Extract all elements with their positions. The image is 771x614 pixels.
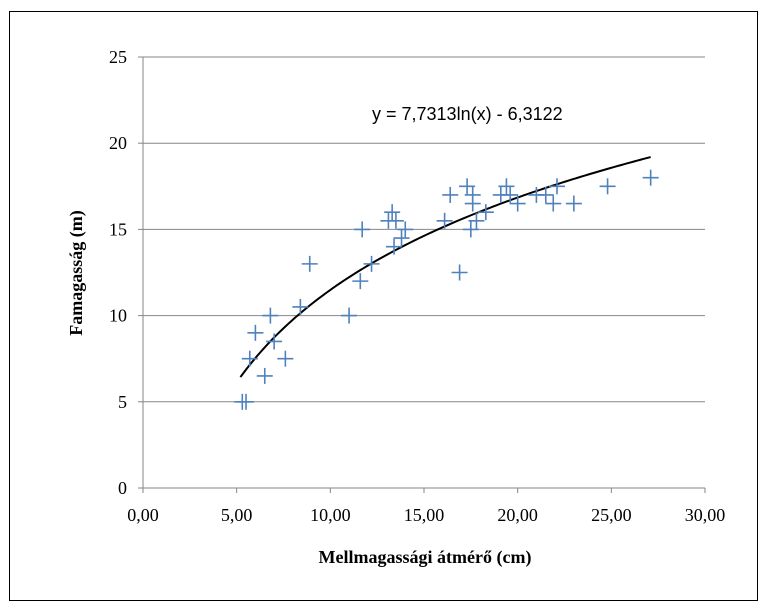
data-point (384, 204, 401, 221)
x-tick-label: 30,00 (685, 505, 726, 525)
x-tick-label: 10,00 (310, 505, 351, 525)
y-tick-label: 5 (118, 392, 127, 412)
data-point (442, 186, 459, 203)
y-axis-title: Famagasság (m) (66, 210, 87, 335)
data-point (642, 169, 659, 186)
data-point (341, 307, 358, 324)
data-point (468, 212, 485, 229)
data-point (256, 367, 273, 384)
x-axis-title: Mellmagassági átmérő (cm) (319, 547, 532, 568)
data-point (277, 350, 294, 367)
x-tick-labels: 0,00 5,00 10,00 15,00 20,00 25,00 30,00 (127, 505, 725, 525)
data-point (565, 195, 582, 212)
data-point (462, 221, 479, 238)
y-tick-label: 20 (109, 133, 127, 153)
data-point (397, 221, 414, 238)
data-point (393, 230, 410, 247)
data-point (537, 186, 554, 203)
x-tick-label: 20,00 (497, 505, 538, 525)
data-point (386, 238, 403, 255)
trendline (239, 156, 651, 378)
data-point (241, 350, 258, 367)
data-points (234, 169, 659, 410)
data-point (498, 178, 515, 195)
data-point (451, 264, 468, 281)
x-tick-label: 15,00 (404, 505, 445, 525)
data-point (354, 221, 371, 238)
data-point (599, 178, 616, 195)
data-point (352, 273, 369, 290)
x-tick-label: 5,00 (221, 505, 253, 525)
data-point (238, 393, 255, 410)
data-point (387, 212, 404, 229)
y-tick-label: 15 (109, 219, 127, 239)
data-point (363, 255, 380, 272)
y-tick-label: 10 (109, 306, 127, 326)
data-point (247, 324, 264, 341)
data-point (477, 204, 494, 221)
data-point (545, 195, 562, 212)
data-point (301, 255, 318, 272)
axes (138, 56, 706, 493)
x-tick-label: 25,00 (591, 505, 632, 525)
data-point (436, 212, 453, 229)
data-point (502, 186, 519, 203)
y-tick-label: 0 (118, 478, 127, 498)
data-point (464, 186, 481, 203)
data-point (266, 333, 283, 350)
data-point (262, 307, 279, 324)
data-point (509, 195, 526, 212)
chart-frame (9, 11, 758, 601)
y-tick-labels: 0 5 10 15 20 25 (109, 47, 127, 498)
data-point (549, 178, 566, 195)
y-tick-label: 25 (109, 47, 127, 67)
data-point (292, 298, 309, 315)
x-tick-label: 0,00 (127, 505, 159, 525)
data-point (459, 178, 476, 195)
trendline-equation: y = 7,7313ln(x) - 6,3122 (372, 104, 563, 124)
